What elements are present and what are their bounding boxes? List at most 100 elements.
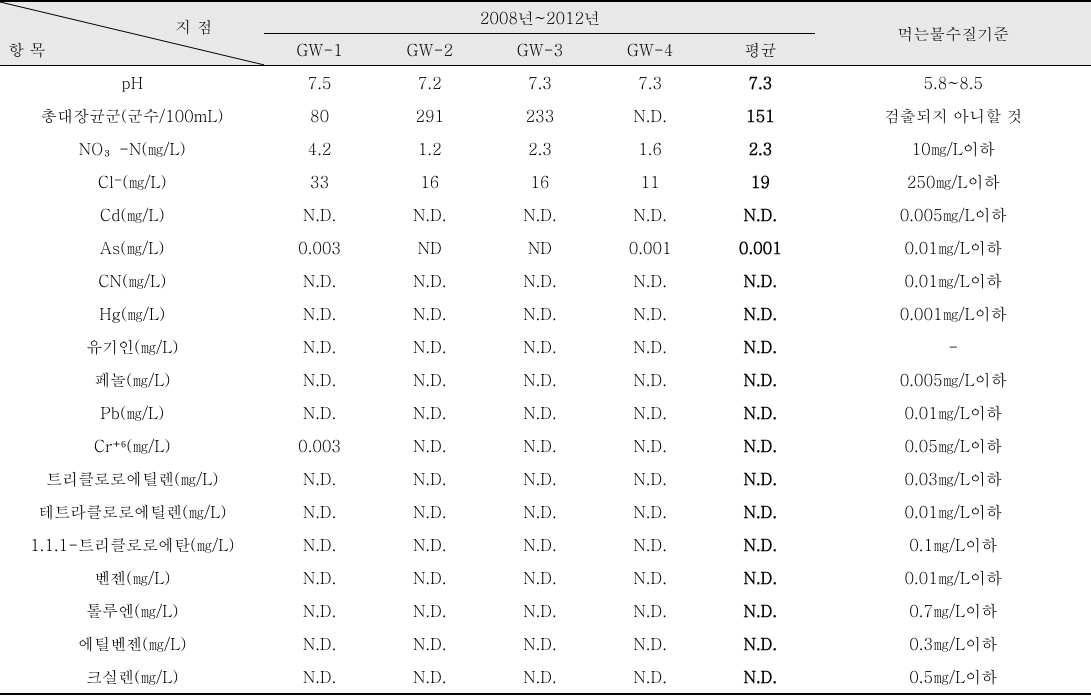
point-label: 지 점 bbox=[8, 15, 262, 38]
standard-cell: 검출되지 아니할 것 bbox=[815, 99, 1091, 132]
standard-cell: 0.01㎎/L이하 bbox=[815, 231, 1091, 264]
gw-cell: N.D. bbox=[264, 297, 374, 330]
gw-cell: N.D. bbox=[375, 330, 485, 363]
param-cell: Hg(㎎/L) bbox=[0, 297, 264, 330]
gw-cell: N.D. bbox=[595, 396, 705, 429]
avg-cell: N.D. bbox=[705, 429, 815, 462]
avg-cell: 19 bbox=[705, 165, 815, 198]
gw-cell: 233 bbox=[485, 99, 595, 132]
gw1-header: GW-1 bbox=[264, 34, 374, 66]
table-row: NO₃-N(㎎/L)4.21.22.31.62.310㎎/L이하 bbox=[0, 132, 1091, 165]
avg-cell: N.D. bbox=[705, 495, 815, 528]
gw-cell: N.D. bbox=[485, 198, 595, 231]
avg-cell: N.D. bbox=[705, 363, 815, 396]
gw-cell: N.D. bbox=[595, 330, 705, 363]
gw-cell: N.D. bbox=[375, 660, 485, 694]
standard-cell: 0.01㎎/L이하 bbox=[815, 264, 1091, 297]
gw-cell: N.D. bbox=[485, 462, 595, 495]
water-quality-table: 지 점 항 목 2008년~2012년 먹는물수질기준 GW-1 GW-2 GW… bbox=[0, 0, 1091, 695]
gw-cell: N.D. bbox=[264, 330, 374, 363]
gw-cell: N.D. bbox=[485, 297, 595, 330]
gw-cell: N.D. bbox=[485, 528, 595, 561]
standard-cell: 0.001㎎/L이하 bbox=[815, 297, 1091, 330]
gw-cell: N.D. bbox=[264, 198, 374, 231]
param-cell: Cl⁻(㎎/L) bbox=[0, 165, 264, 198]
standard-cell: 0.005㎎/L이하 bbox=[815, 363, 1091, 396]
gw-cell: N.D. bbox=[375, 495, 485, 528]
param-cell: 1.1.1-트리클로로에탄(㎎/L) bbox=[0, 528, 264, 561]
year-range-header: 2008년~2012년 bbox=[264, 1, 815, 34]
gw-cell: 2.3 bbox=[485, 132, 595, 165]
gw-cell: 11 bbox=[595, 165, 705, 198]
avg-cell: N.D. bbox=[705, 264, 815, 297]
standard-cell: 0.01㎎/L이하 bbox=[815, 561, 1091, 594]
gw-cell: ND bbox=[375, 231, 485, 264]
avg-cell: N.D. bbox=[705, 660, 815, 694]
gw-cell: ND bbox=[485, 231, 595, 264]
table-row: CN(㎎/L)N.D.N.D.N.D.N.D.N.D.0.01㎎/L이하 bbox=[0, 264, 1091, 297]
gw-cell: N.D. bbox=[375, 528, 485, 561]
gw-cell: N.D. bbox=[264, 528, 374, 561]
table-row: 크실렌(㎎/L)N.D.N.D.N.D.N.D.N.D.0.5㎎/L이하 bbox=[0, 660, 1091, 694]
gw-cell: N.D. bbox=[595, 429, 705, 462]
table-row: pH7.57.27.37.37.35.8~8.5 bbox=[0, 66, 1091, 100]
param-cell: 테트라클로로에틸렌(㎎/L) bbox=[0, 495, 264, 528]
table-row: 벤젠(㎎/L)N.D.N.D.N.D.N.D.N.D.0.01㎎/L이하 bbox=[0, 561, 1091, 594]
standard-cell: 0.1㎎/L이하 bbox=[815, 528, 1091, 561]
gw-cell: N.D. bbox=[375, 264, 485, 297]
gw-cell: N.D. bbox=[595, 297, 705, 330]
gw-cell: N.D. bbox=[485, 264, 595, 297]
table-row: 테트라클로로에틸렌(㎎/L)N.D.N.D.N.D.N.D.N.D.0.01㎎/… bbox=[0, 495, 1091, 528]
standard-cell: 0.3㎎/L이하 bbox=[815, 627, 1091, 660]
gw-cell: 80 bbox=[264, 99, 374, 132]
gw-cell: N.D. bbox=[375, 297, 485, 330]
param-cell: Cd(㎎/L) bbox=[0, 198, 264, 231]
table-row: Cl⁻(㎎/L)3316161119250㎎/L이하 bbox=[0, 165, 1091, 198]
gw-cell: N.D. bbox=[485, 429, 595, 462]
table-row: As(㎎/L)0.003NDND0.0010.0010.01㎎/L이하 bbox=[0, 231, 1091, 264]
table-row: 총대장균군(군수/100mL)80291233N.D.151검출되지 아니할 것 bbox=[0, 99, 1091, 132]
gw-cell: N.D. bbox=[485, 660, 595, 694]
gw-cell: N.D. bbox=[595, 363, 705, 396]
gw-cell: 291 bbox=[375, 99, 485, 132]
avg-cell: 2.3 bbox=[705, 132, 815, 165]
table-row: 유기인(㎎/L)N.D.N.D.N.D.N.D.N.D.- bbox=[0, 330, 1091, 363]
table-row: Cd(㎎/L)N.D.N.D.N.D.N.D.N.D.0.005㎎/L이하 bbox=[0, 198, 1091, 231]
param-cell: 벤젠(㎎/L) bbox=[0, 561, 264, 594]
gw-cell: N.D. bbox=[264, 396, 374, 429]
standard-cell: 0.5㎎/L이하 bbox=[815, 660, 1091, 694]
table-row: Cr⁺⁶(㎎/L)0.003N.D.N.D.N.D.N.D.0.05㎎/L이하 bbox=[0, 429, 1091, 462]
gw-cell: 7.3 bbox=[595, 66, 705, 100]
standard-cell: 0.03㎎/L이하 bbox=[815, 462, 1091, 495]
gw-cell: N.D. bbox=[264, 495, 374, 528]
gw-cell: 1.2 bbox=[375, 132, 485, 165]
gw-cell: N.D. bbox=[595, 198, 705, 231]
param-label: 항 목 bbox=[8, 38, 262, 61]
gw-cell: N.D. bbox=[595, 594, 705, 627]
gw-cell: N.D. bbox=[485, 594, 595, 627]
param-cell: CN(㎎/L) bbox=[0, 264, 264, 297]
gw-cell: N.D. bbox=[485, 495, 595, 528]
gw-cell: 0.003 bbox=[264, 429, 374, 462]
param-cell: As(㎎/L) bbox=[0, 231, 264, 264]
standard-cell: 0.01㎎/L이하 bbox=[815, 495, 1091, 528]
gw-cell: N.D. bbox=[375, 396, 485, 429]
gw-cell: 16 bbox=[375, 165, 485, 198]
gw-cell: N.D. bbox=[375, 429, 485, 462]
gw-cell: N.D. bbox=[375, 462, 485, 495]
standard-header: 먹는물수질기준 bbox=[815, 1, 1091, 66]
param-cell: 크실렌(㎎/L) bbox=[0, 660, 264, 694]
table-row: Pb(㎎/L)N.D.N.D.N.D.N.D.N.D.0.01㎎/L이하 bbox=[0, 396, 1091, 429]
gw-cell: 16 bbox=[485, 165, 595, 198]
gw-cell: N.D. bbox=[264, 363, 374, 396]
gw-cell: N.D. bbox=[375, 198, 485, 231]
table-row: Hg(㎎/L)N.D.N.D.N.D.N.D.N.D.0.001㎎/L이하 bbox=[0, 297, 1091, 330]
gw4-header: GW-4 bbox=[595, 34, 705, 66]
param-cell: NO₃-N(㎎/L) bbox=[0, 132, 264, 165]
avg-cell: N.D. bbox=[705, 396, 815, 429]
gw-cell: N.D. bbox=[375, 594, 485, 627]
gw-cell: N.D. bbox=[264, 264, 374, 297]
gw-cell: N.D. bbox=[264, 561, 374, 594]
avg-cell: 7.3 bbox=[705, 66, 815, 100]
gw-cell: N.D. bbox=[485, 627, 595, 660]
